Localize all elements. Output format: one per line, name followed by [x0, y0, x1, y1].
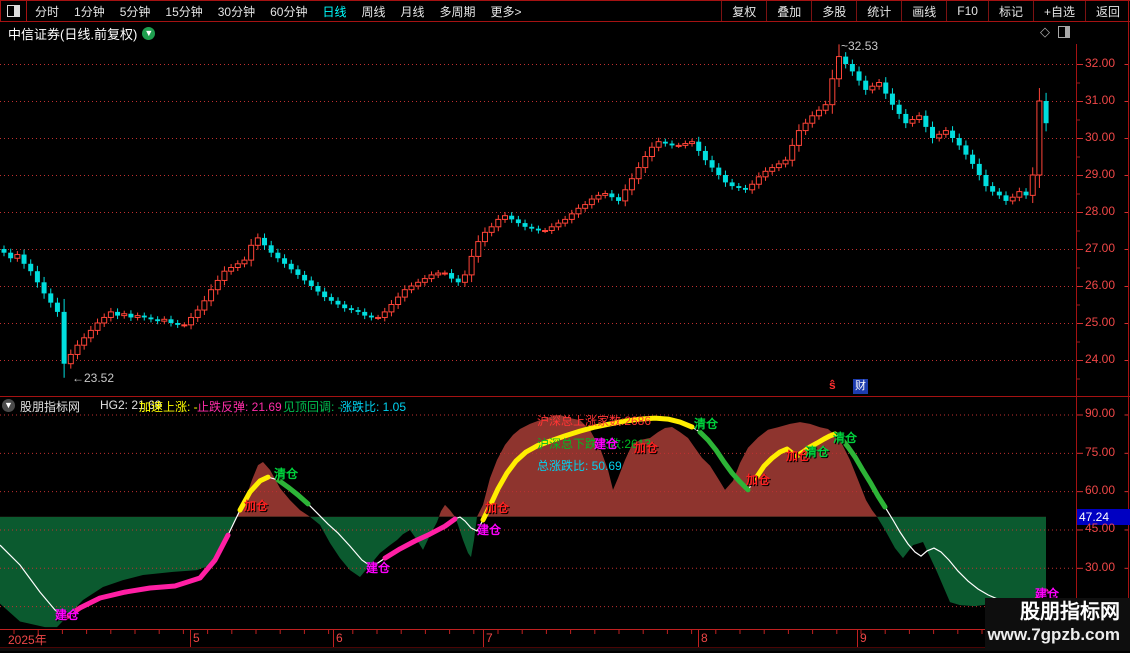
toolbar-menu: 复权 叠加 多股 统计 画线 F10 标记 +自选 返回: [721, 1, 1130, 21]
period-tab-15分钟[interactable]: 15分钟: [165, 4, 203, 19]
month-label: 8: [701, 631, 708, 645]
month-label: 6: [336, 631, 343, 645]
signal-label: 加仓: [746, 473, 771, 487]
signal-label: 清仓: [694, 417, 719, 431]
period-tab-60分钟[interactable]: 60分钟: [270, 4, 308, 19]
menu-item-统计[interactable]: 统计: [856, 1, 901, 21]
signal-label: 加仓: [485, 501, 510, 515]
page-title: 中信证券(日线.前复权): [8, 26, 138, 42]
period-tab-多周期[interactable]: 多周期: [439, 4, 476, 19]
year-label: 2025年: [8, 633, 47, 647]
signal-label: 建仓: [366, 561, 391, 575]
current-value-tag: 47.24: [1077, 509, 1130, 525]
chevron-down-icon[interactable]: ▼: [142, 26, 156, 40]
diamond-icon[interactable]: ◇: [1040, 24, 1050, 39]
period-tab-更多>[interactable]: 更多>: [490, 4, 522, 19]
bottom-strip: [0, 647, 1130, 651]
title-bar: 中信证券(日线.前复权) ▼: [0, 22, 1130, 44]
indicator-axis-label: 75.00: [1085, 444, 1116, 459]
indicator-header: ▼ 股朋指标网 HG2: 21.69 加速上涨: - 止跌反弹: 21.69 见顶回…: [0, 398, 1050, 414]
period-tab-月线[interactable]: 月线: [400, 4, 425, 19]
signal-label: 加仓: [634, 441, 659, 455]
panel-toggle-icon[interactable]: [1058, 26, 1070, 38]
financial-report-badge[interactable]: 财: [853, 379, 868, 394]
signal-label: 加仓: [786, 449, 811, 463]
period-tab-30分钟[interactable]: 30分钟: [217, 4, 256, 19]
price-axis-label: 31.00: [1085, 93, 1116, 107]
menu-item-复权[interactable]: 复权: [721, 1, 766, 21]
period-tab-5分钟[interactable]: 5分钟: [119, 4, 151, 19]
indicator-param: 止跌反弹: 21.69: [197, 400, 282, 414]
indicator-axis-label: 45.00: [1085, 521, 1116, 536]
watermark-site-name: 股朋指标网: [1020, 601, 1120, 623]
market-stat: 总涨跌比: 50.69: [537, 459, 622, 473]
menu-item-+自选[interactable]: +自选: [1032, 1, 1085, 21]
signal-label: 清仓: [833, 431, 858, 445]
month-label: 5: [193, 631, 200, 645]
price-axis-label: 32.00: [1085, 56, 1116, 70]
price-axis-label: 27.00: [1085, 241, 1116, 255]
watermark-url: www.7gpzb.com: [987, 625, 1120, 644]
signal-label: 建仓: [594, 437, 619, 451]
indicator-axis-label: 30.00: [1085, 559, 1116, 574]
menu-item-画线[interactable]: 画线: [901, 1, 946, 21]
collapse-icon[interactable]: ▼: [2, 399, 15, 412]
indicator-param: 加速上涨: -: [139, 400, 198, 414]
signal-label: 建仓: [1035, 587, 1060, 601]
month-label: 7: [486, 631, 493, 645]
menu-item-F10[interactable]: F10: [946, 1, 988, 21]
price-axis-label: 30.00: [1085, 130, 1116, 144]
indicator-param: 涨跌比: 1.05: [340, 400, 407, 414]
watermark: 股朋指标网 www.7gpzb.com: [985, 598, 1130, 650]
indicator-source[interactable]: 股朋指标网: [20, 400, 81, 414]
indicator-axis-label: 60.00: [1085, 483, 1116, 498]
signal-label: 加仓: [244, 499, 269, 513]
menu-item-返回[interactable]: 返回: [1084, 1, 1130, 21]
market-stat: 沪深总上涨家数:2686: [537, 414, 652, 428]
period-tab-周线[interactable]: 周线: [361, 4, 386, 19]
high-price-annotation: ~32.53: [841, 39, 879, 53]
signal-label: 建仓: [477, 523, 502, 537]
layout-icon: [7, 5, 20, 17]
menu-item-多股[interactable]: 多股: [811, 1, 856, 21]
month-label: 9: [860, 631, 867, 645]
price-axis-label: 25.00: [1085, 315, 1116, 329]
period-tabs: 分时 1分钟 5分钟 15分钟 30分钟 60分钟 日线 周线 月线 多周期 更多>: [35, 3, 721, 20]
price-axis-label: 28.00: [1085, 204, 1116, 218]
signal-label: 清仓: [274, 467, 299, 481]
period-tab-日线[interactable]: 日线: [322, 4, 347, 19]
price-axis-label: 29.00: [1085, 167, 1116, 181]
low-price-annotation: ←23.52: [72, 371, 115, 385]
indicator-param: 见顶回调: -: [283, 400, 342, 414]
layout-toggle-button[interactable]: [0, 1, 27, 21]
event-marker[interactable]: ŝ: [829, 378, 836, 392]
period-tab-1分钟[interactable]: 1分钟: [74, 4, 105, 19]
indicator-hg2-value: HG2: 21.69: [100, 398, 162, 412]
price-axis-label: 26.00: [1085, 278, 1116, 292]
top-menu-bar: 分时 1分钟 5分钟 15分钟 30分钟 60分钟 日线 周线 月线 多周期 更多> 复权 叠加 多股统…: [0, 0, 1130, 22]
indicator-axis-label: 90.00: [1085, 406, 1116, 421]
title-right-icons: ◇: [1040, 24, 1070, 40]
price-axis-label: 24.00: [1085, 352, 1116, 366]
market-stat: 沪深总下跌家数:2613: [537, 437, 652, 451]
signal-label: 清仓: [805, 445, 830, 459]
period-tab-分时[interactable]: 分时: [35, 4, 60, 19]
signal-label: 建仓: [55, 608, 80, 622]
menu-item-叠加[interactable]: 叠加: [766, 1, 811, 21]
menu-item-标记[interactable]: 标记: [987, 1, 1033, 21]
